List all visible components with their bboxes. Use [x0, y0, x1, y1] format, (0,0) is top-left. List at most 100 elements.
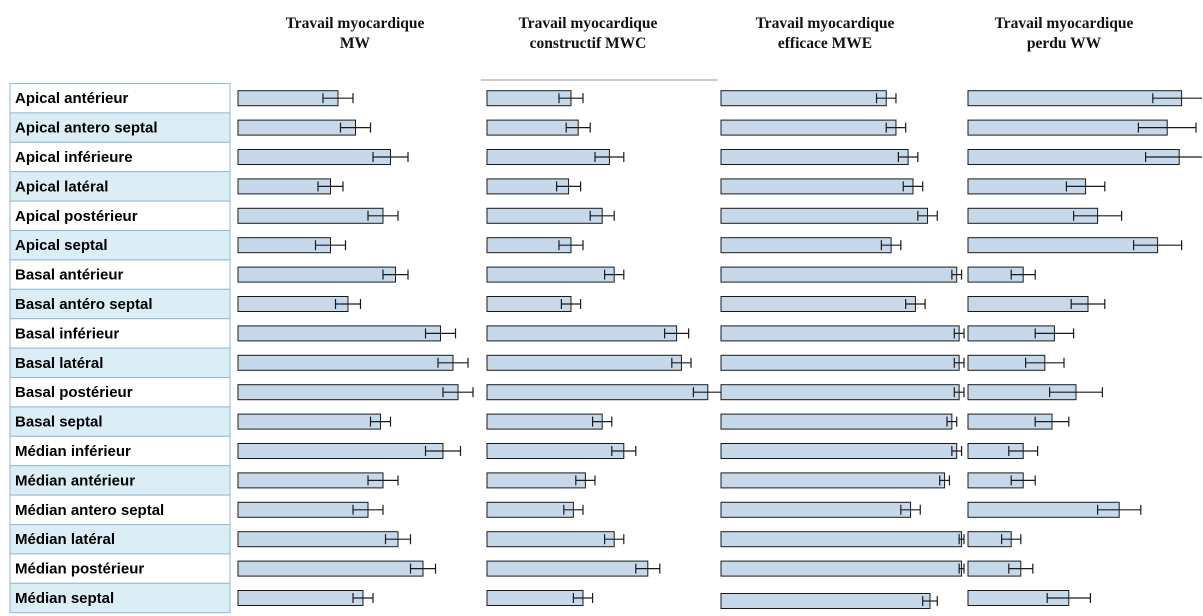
panel-bars — [967, 90, 1202, 606]
bar — [237, 354, 454, 371]
segment-label: Médian septal — [15, 590, 114, 607]
bar — [720, 443, 958, 459]
bar — [967, 237, 1159, 254]
bar — [237, 296, 349, 312]
segment-row-cell — [9, 141, 231, 173]
bar — [237, 178, 331, 195]
segment-row-cell — [9, 347, 231, 379]
bar-panels — [237, 79, 1202, 609]
segment-row-cell — [9, 83, 231, 114]
bar — [720, 178, 914, 195]
segment-row-cell — [9, 582, 231, 614]
segment-label: Basal latéral — [15, 355, 103, 372]
bar — [967, 90, 1183, 107]
bar — [237, 325, 441, 342]
segment-label: Basal inférieur — [15, 325, 119, 342]
segment-label: Basal septal — [15, 414, 103, 431]
bar — [967, 501, 1120, 518]
bar — [720, 384, 960, 401]
segment-label: Médian antero septal — [15, 502, 164, 519]
segment-row-cell — [9, 406, 231, 437]
panel-title-line1: Travail myocardique — [519, 15, 658, 32]
bar — [967, 296, 1089, 312]
panel-title-line2: perdu WW — [1027, 35, 1102, 52]
segment-row-cell — [9, 112, 231, 143]
bar — [720, 119, 897, 136]
bar — [486, 119, 579, 136]
panel-title-line1: Travail myocardique — [995, 15, 1134, 32]
bar — [237, 207, 384, 224]
bar — [486, 413, 603, 430]
bar — [237, 266, 396, 283]
bar — [237, 472, 384, 489]
panel-bars — [720, 90, 965, 609]
segment-row-cell — [9, 553, 231, 584]
segment-label: Médian latéral — [15, 531, 115, 548]
bar — [486, 354, 682, 371]
panel-title-line2: MW — [340, 35, 371, 52]
segment-row-cell — [9, 171, 231, 202]
bar — [720, 472, 946, 489]
bar — [486, 296, 572, 312]
bar — [720, 501, 912, 518]
segment-label: Médian antérieur — [15, 472, 135, 489]
panel-title-line1: Travail myocardique — [756, 15, 895, 32]
bar — [720, 325, 960, 342]
segment-label: Apical antero septal — [15, 120, 158, 137]
segment-label: Médian inférieur — [15, 443, 131, 460]
bar — [720, 593, 931, 609]
bar — [237, 531, 399, 548]
bar — [720, 207, 929, 224]
bar — [720, 296, 916, 312]
panel-bars — [237, 90, 474, 606]
bar — [486, 325, 678, 342]
segment-label: Apical latéral — [15, 178, 108, 195]
bar — [486, 590, 584, 606]
segment-row-cell — [9, 288, 231, 320]
segment-label: Basal antérieur — [15, 267, 124, 284]
bar — [486, 531, 615, 548]
segment-label: Apical postérieur — [15, 208, 138, 225]
bar — [486, 560, 649, 577]
bar — [237, 560, 424, 577]
segment-row-cell — [9, 524, 231, 555]
bar — [720, 413, 953, 430]
segment-label: Apical septal — [15, 237, 108, 254]
bar — [237, 590, 364, 606]
bar — [720, 560, 963, 577]
segment-label: Apical antérieur — [15, 90, 129, 107]
segment-label: Apical inférieure — [15, 149, 133, 166]
bar — [720, 531, 963, 548]
bar — [237, 149, 391, 165]
bar — [237, 501, 369, 518]
bar — [486, 443, 625, 459]
bar — [720, 237, 892, 254]
segment-label: Basal antéro septal — [15, 296, 153, 313]
bar — [237, 384, 459, 401]
bar — [237, 413, 381, 430]
bar — [486, 472, 586, 489]
segment-row-cell — [9, 377, 231, 408]
bar — [967, 119, 1168, 136]
bar — [486, 149, 610, 165]
segment-row-cell — [9, 465, 231, 496]
panel-title-line1: Travail myocardique — [286, 15, 425, 32]
bar — [720, 266, 958, 283]
bar — [720, 90, 887, 107]
bar — [486, 384, 709, 401]
bar — [486, 501, 574, 518]
bar — [237, 443, 444, 459]
bar — [486, 207, 603, 224]
bar — [720, 149, 909, 165]
segment-label: Médian postérieur — [15, 561, 144, 578]
segment-label-column: Apical antérieur Apical antero septal Apic… — [9, 83, 231, 614]
panel-titles: Travail myocardique MW Travail myocardique… — [286, 15, 1134, 52]
panel-title-line2: efficace MWE — [778, 35, 872, 52]
segment-row-cell — [9, 230, 231, 261]
bar — [486, 266, 615, 283]
panel-title-line2: constructif MWC — [530, 35, 647, 52]
bar — [237, 119, 356, 136]
panel-bars — [486, 90, 723, 606]
segment-label: Basal postérieur — [15, 384, 133, 401]
